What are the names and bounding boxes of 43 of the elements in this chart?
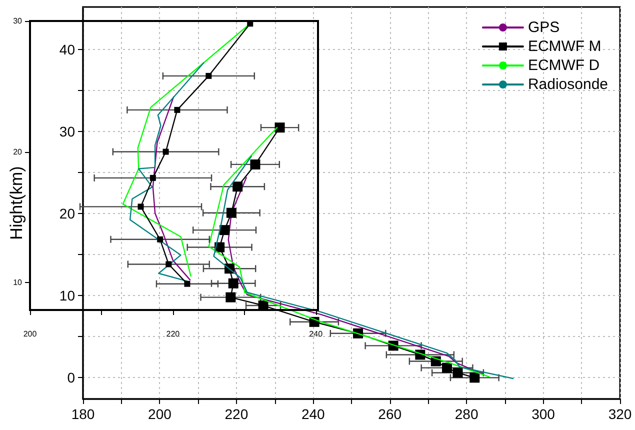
point [470, 372, 480, 383]
x-tick-label: 180 [71, 406, 95, 422]
line-series [213, 156, 514, 380]
x-tick-label: 280 [454, 406, 478, 422]
legend-label: GPS [528, 19, 560, 36]
y-tick-label: 20 [13, 147, 23, 156]
y-tick-label: 40 [59, 42, 76, 58]
x-tick-label: 200 [23, 330, 38, 338]
x-tick-label: 320 [608, 406, 632, 422]
y-tick-label: 10 [59, 288, 76, 304]
legend-label: ECMWF D [528, 57, 600, 74]
point [226, 208, 236, 218]
point [250, 159, 260, 170]
point [442, 362, 452, 373]
point [138, 204, 144, 210]
point [228, 278, 238, 288]
y-tick-label: 0 [67, 370, 76, 386]
point [174, 106, 180, 113]
point [206, 72, 212, 79]
point [157, 236, 164, 242]
x-tick-label: 220 [166, 330, 180, 338]
legend-label: ECMWF M [528, 38, 602, 55]
point [274, 122, 285, 133]
point [220, 225, 230, 236]
point [166, 261, 172, 268]
x-tick-label: 240 [309, 330, 324, 338]
point [232, 182, 243, 192]
point [226, 292, 236, 302]
point [184, 280, 190, 287]
y-tick-label: 30 [13, 16, 23, 26]
y-tick-label: 30 [59, 124, 76, 140]
x-tick-label: 260 [378, 406, 402, 422]
point [452, 368, 463, 378]
x-tick-label: 200 [148, 406, 172, 422]
point [150, 174, 156, 181]
x-tick-label: 220 [224, 406, 248, 422]
y-tick-label: 20 [59, 206, 76, 222]
y-axis-title: Hight(km) [7, 166, 26, 240]
y-tick-label: 10 [13, 278, 23, 288]
legend-label: Radiosonde [528, 76, 608, 93]
x-tick-label: 240 [301, 406, 326, 422]
point [162, 148, 169, 155]
x-tick-label: 300 [532, 406, 556, 422]
